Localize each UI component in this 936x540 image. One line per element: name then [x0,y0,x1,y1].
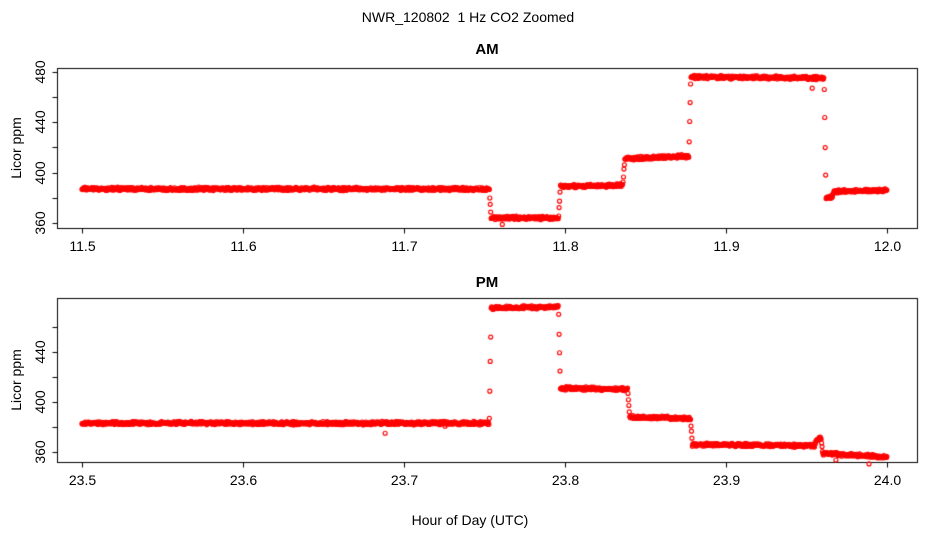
x-tick-label: 11.7 [391,238,418,254]
x-tick-label: 23.9 [712,472,741,488]
x-tick-label: 12.0 [873,238,902,254]
y-tick-label: 360 [32,440,48,464]
y-axis-label-pm: Licor ppm [8,349,24,411]
x-tick-label: 11.9 [713,238,740,254]
x-tick-label: 24.0 [873,472,902,488]
y-tick-label: 440 [32,110,48,134]
y-axis-label-am: Licor ppm [8,117,24,179]
x-tick-label: 11.8 [552,238,579,254]
x-tick-label: 23.7 [390,472,419,488]
x-tick-label: 23.6 [229,472,258,488]
chart-main-title: NWR_120802 1 Hz CO2 Zoomed [361,9,575,25]
y-tick-label: 440 [32,340,48,364]
x-tick-label: 23.5 [68,472,97,488]
y-tick-label: 400 [32,390,48,414]
x-tick-label: 11.6 [230,238,257,254]
x-tick-label: 23.8 [551,472,580,488]
y-tick-label: 480 [32,60,48,84]
panel-title-pm: PM [475,274,499,291]
y-tick-label: 400 [32,161,48,185]
y-tick-label: 360 [32,211,48,235]
x-axis-label: Hour of Day (UTC) [411,512,529,528]
x-tick-label: 11.5 [69,238,96,254]
panel-title-am: AM [475,41,499,58]
